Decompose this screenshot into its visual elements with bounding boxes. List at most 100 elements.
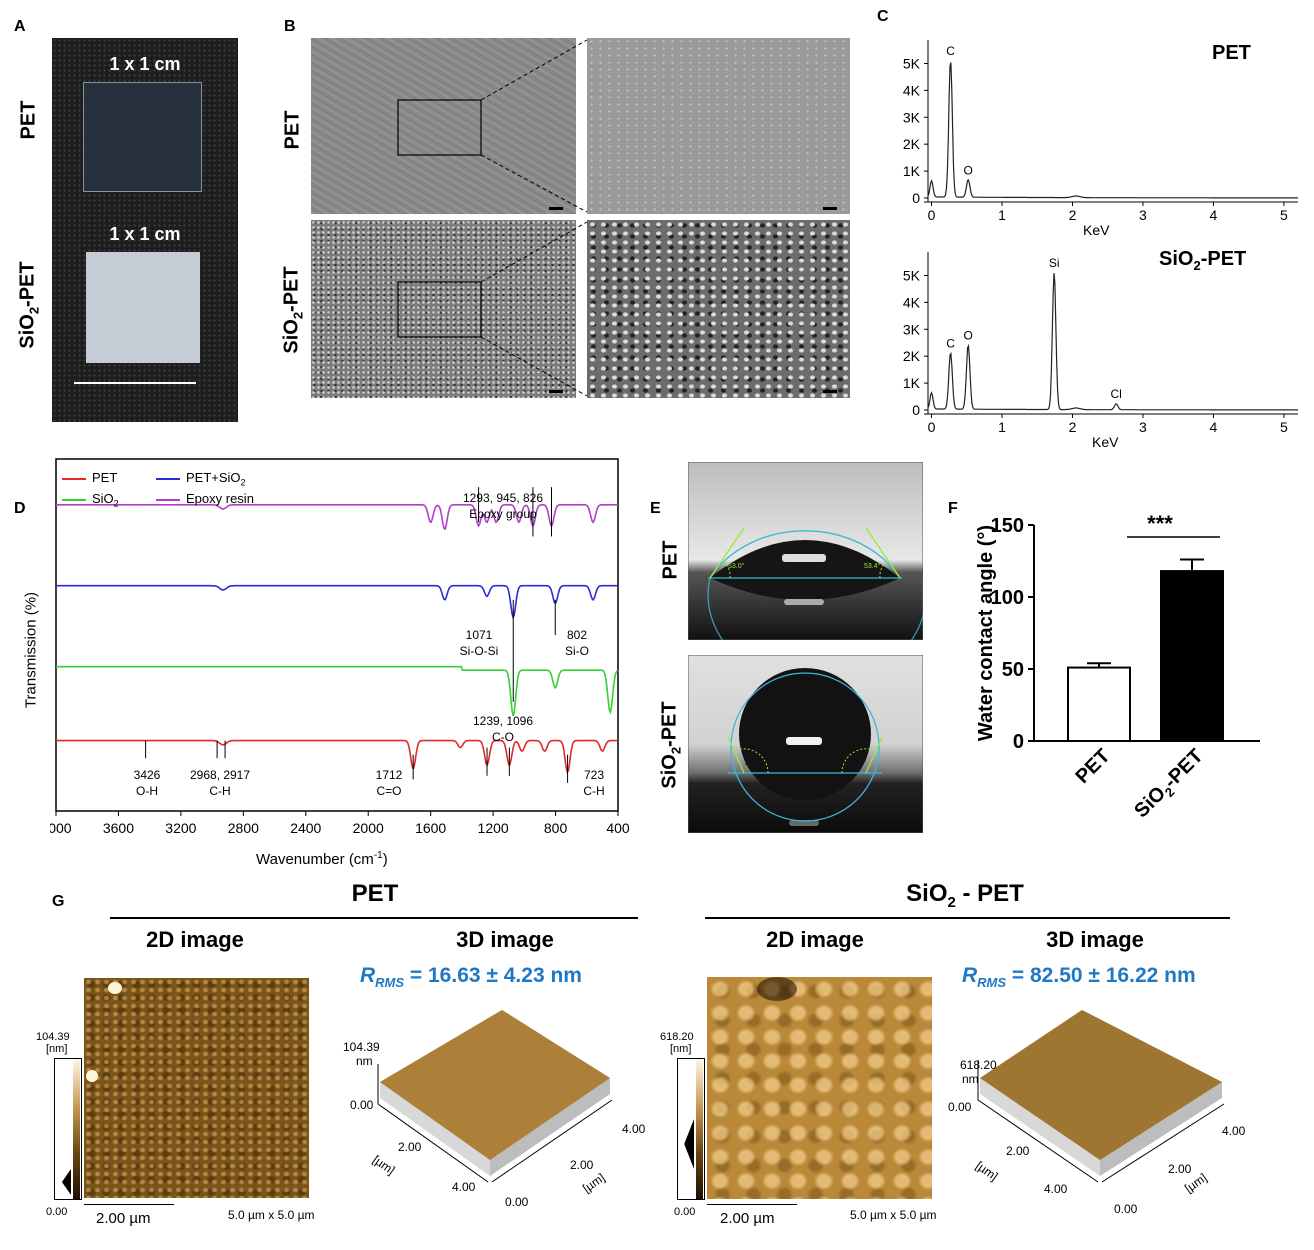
tangent-line <box>865 527 901 579</box>
contact-angle-sio2-pet: 116.5° 116.0° <box>688 655 923 833</box>
y-tick-label: 0 <box>912 190 920 206</box>
surface-top <box>980 1010 1222 1160</box>
bar-sio2-pet <box>1160 570 1224 742</box>
annotation-group: C-H <box>209 784 231 798</box>
afm-color-scale <box>677 1058 705 1200</box>
panel-b-row-label-sio2: SiO2-PET <box>278 245 308 375</box>
legend-label-epoxy: Epoxy resin <box>186 491 254 506</box>
zoom-line <box>480 221 588 283</box>
x-tick-label: 5 <box>1280 207 1288 223</box>
tangent-line <box>727 736 745 774</box>
droplet-highlight <box>782 554 826 562</box>
afm-histogram <box>61 1169 71 1195</box>
angle-arc <box>879 559 889 579</box>
ftir-legend: PET PET+SiO2 SiO2 Epoxy resin <box>62 470 282 514</box>
annotation-group: O-H <box>136 784 158 798</box>
y-tick-label: 2K <box>903 136 921 152</box>
panel-c-letter: C <box>877 8 889 25</box>
afm-z-max: 104.39 <box>343 1040 380 1054</box>
y-tick-label: 150 <box>991 515 1024 537</box>
afm-axis-tick: 0.00 <box>1114 1202 1138 1216</box>
y-tick-label: 2K <box>903 348 921 364</box>
afm-scalebar-label: 2.00 µm <box>96 1210 151 1227</box>
legend-swatch-sio2 <box>62 499 86 501</box>
afm-scalebar-line <box>84 1204 174 1205</box>
fit-circle <box>707 577 923 640</box>
series-line-pet <box>56 739 618 774</box>
afm-scale-max: 618.20 <box>660 1031 694 1043</box>
rms-value: = 82.50 ± 16.22 nm <box>1011 964 1196 987</box>
bar-pet <box>1067 666 1131 742</box>
annotation-value: 802 <box>566 628 588 642</box>
x-tick-label: 2 <box>1069 419 1077 435</box>
surface-texture <box>980 1010 1222 1160</box>
y-tick-label: 3K <box>903 109 921 125</box>
afm-group-title-pet: PET <box>351 880 399 907</box>
panel-f-letter: F <box>948 500 958 517</box>
row-label-text: PET <box>659 540 682 580</box>
annotation-si-o: 802 Si-O <box>552 627 602 659</box>
afm-image-size: 5.0 µm x 5.0 µm <box>228 1208 315 1222</box>
scale-bar <box>549 207 563 210</box>
x-tick-label: 3 <box>1139 207 1147 223</box>
annotation-value: 723 <box>583 768 605 782</box>
afm-scale-unit: [nm] <box>46 1043 68 1055</box>
eds-xlabel-pet: KeV <box>1083 222 1110 238</box>
afm-group-rule-pet <box>110 917 638 919</box>
afm-z-unit: nm <box>356 1054 373 1068</box>
annotation-group: Si-O <box>565 644 589 658</box>
x-tick-label: 2400 <box>290 820 321 836</box>
panel-g-letter: G <box>52 893 65 910</box>
afm-group-title-sio2: SiO2 - PET <box>906 880 1024 911</box>
annotation-epoxy: 1293, 945, 826 Epoxy group <box>433 490 573 522</box>
surface-side <box>1100 1082 1222 1176</box>
panel-a-photo: 1 x 1 cm 1 x 1 cm <box>52 38 238 422</box>
rms-readout: RRMS = 16.63 ± 4.23 nm <box>360 964 582 990</box>
droplet-reflection <box>784 599 824 605</box>
annotation-group: Si-O-Si <box>459 644 499 658</box>
afm-axis-tick: 2.00 <box>570 1158 594 1172</box>
x-tick-label: 0 <box>928 207 936 223</box>
peak-label: C <box>946 44 955 58</box>
rms-value: = 16.63 ± 4.23 nm <box>409 964 582 987</box>
panel-e-letter: E <box>650 500 661 517</box>
afm-axis-tick: 2.00 <box>1006 1144 1030 1158</box>
surface-side <box>980 1078 1100 1176</box>
zoom-box-sio2 <box>397 281 482 338</box>
afm-scalebar-label: 2.00 µm <box>720 1210 775 1227</box>
zoom-box-pet <box>397 99 482 156</box>
afm-z-min: 0.00 <box>350 1098 374 1112</box>
angle-label: 116.0° <box>846 759 866 767</box>
series-line-epoxy-resin <box>56 504 618 531</box>
row-label-text: SiO2-PET <box>658 701 684 789</box>
afm-color-scale <box>54 1058 82 1200</box>
legend-swatch-pet <box>62 478 86 480</box>
x-tick-label: 3200 <box>165 820 196 836</box>
eds-chart-pet: 0 1K 2K 3K 4K 5K 0 1 2 3 4 5 C O <box>903 40 1298 223</box>
x-category-label: SiO2-PET <box>1130 745 1209 824</box>
panel-b-letter: B <box>284 18 296 35</box>
ftir-ylabel: Transmission (%) <box>22 591 40 709</box>
eds-xlabel-sio2-pet: KeV <box>1092 434 1119 450</box>
annotation-value: 2968, 2917 <box>189 768 251 782</box>
afm-3d-subtitle: 3D image <box>1046 927 1144 952</box>
panel-b-row-label-pet: PET <box>278 90 308 170</box>
sem-zoom-overlay <box>397 39 837 397</box>
panel-a-letter: A <box>14 18 26 35</box>
afm-z-max: 618.20 <box>960 1058 997 1072</box>
x-tick-label: 800 <box>544 820 568 836</box>
annotation-value: 1293, 945, 826 <box>462 491 544 505</box>
rms-sub: RMS <box>375 975 405 991</box>
spectrum-line <box>927 62 1298 199</box>
afm-z-min: 0.00 <box>948 1100 972 1114</box>
axis-line <box>1101 1103 1225 1183</box>
x-tick-label: 1600 <box>415 820 446 836</box>
rms-symbol: R <box>360 964 376 987</box>
series-line-sio2 <box>56 665 619 717</box>
afm-3d-surface <box>377 1010 613 1183</box>
y-tick-label: 4K <box>903 82 921 98</box>
y-tick-label: 4K <box>903 294 921 310</box>
afm-axis-tick: 2.00 <box>398 1140 422 1154</box>
annotation-group: C=O <box>376 784 402 798</box>
row-label-text: PET <box>281 110 304 150</box>
